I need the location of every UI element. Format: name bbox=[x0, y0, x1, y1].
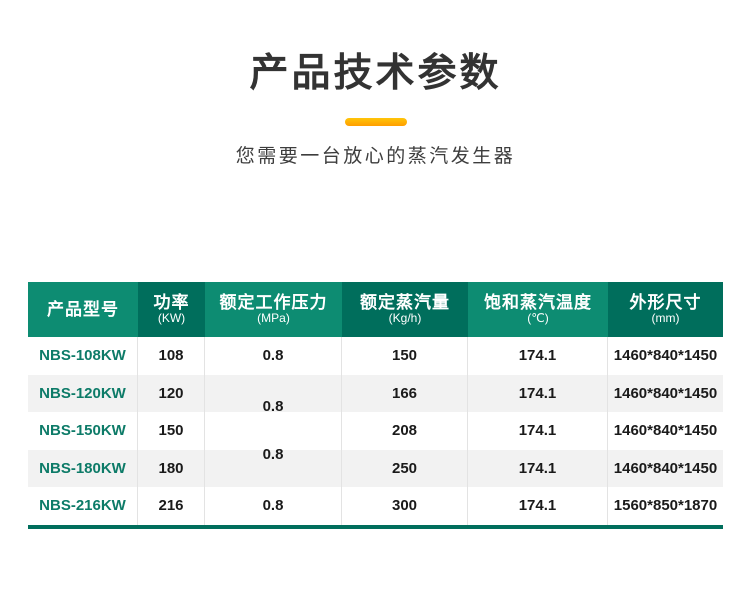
cell-temp: 174.1 bbox=[468, 449, 608, 487]
cell-temp: 174.1 bbox=[468, 487, 608, 525]
cell-steam: 300 bbox=[342, 487, 468, 525]
table-body: NBS-108KW 108 0.8 150 174.1 1460*840*145… bbox=[28, 337, 723, 525]
header-unit: (℃) bbox=[527, 311, 549, 326]
cell-pressure: 0.8 bbox=[205, 487, 342, 525]
header-label: 额定蒸汽量 bbox=[360, 292, 450, 312]
header-unit: (MPa) bbox=[257, 311, 290, 326]
table-row: NBS-108KW 108 0.8 150 174.1 1460*840*145… bbox=[28, 337, 723, 375]
page-subtitle: 您需要一台放心的蒸汽发生器 bbox=[235, 146, 516, 167]
cell-temp: 174.1 bbox=[468, 374, 608, 412]
cell-pressure: 0.8 bbox=[205, 374, 342, 415]
cell-model: NBS-120KW bbox=[28, 374, 138, 412]
cell-model: NBS-108KW bbox=[28, 337, 138, 375]
cell-model: NBS-216KW bbox=[28, 487, 138, 525]
header-unit: (KW) bbox=[157, 311, 186, 326]
cell-dims: 1460*840*1450 bbox=[613, 347, 718, 365]
cell-pressure: 0.8 bbox=[205, 337, 342, 375]
header-cell-pressure: 额定工作压力 (MPa) bbox=[205, 282, 342, 337]
cell-steam: 250 bbox=[342, 449, 468, 487]
cell-power: 180 bbox=[138, 449, 205, 487]
cell-temp: 174.1 bbox=[468, 412, 608, 450]
cell-power: 108 bbox=[138, 337, 205, 375]
header-label: 饱和蒸汽温度 bbox=[484, 292, 592, 312]
table-row: NBS-150KW 150 208 174.1 1460*840*1450 bbox=[28, 412, 723, 450]
header-cell-model: 产品型号 bbox=[28, 282, 138, 337]
table-row: NBS-180KW 180 0.8 250 174.1 1460*840*145… bbox=[28, 446, 723, 487]
cell-dims: 1560*850*1870 bbox=[613, 497, 718, 515]
cell-power: 216 bbox=[138, 487, 205, 525]
cell-pressure bbox=[205, 412, 342, 450]
cell-dims: 1460*840*1450 bbox=[613, 422, 718, 440]
cell-power: 120 bbox=[138, 374, 205, 412]
table-row: NBS-216KW 216 0.8 300 174.1 1560*850*187… bbox=[28, 487, 723, 525]
cell-power: 150 bbox=[138, 412, 205, 450]
cell-temp: 174.1 bbox=[468, 337, 608, 375]
header-label: 额定工作压力 bbox=[219, 292, 328, 312]
cell-model: NBS-180KW bbox=[28, 449, 138, 487]
cell-dims: 1460*840*1450 bbox=[613, 384, 718, 402]
cell-pressure: 0.8 bbox=[205, 446, 342, 487]
title-accent-bar bbox=[344, 118, 407, 126]
header-cell-steam: 额定蒸汽量 (Kg/h) bbox=[342, 282, 468, 337]
header-unit: (mm) bbox=[651, 311, 680, 326]
header-label: 产品型号 bbox=[47, 299, 119, 319]
header-label: 外形尺寸 bbox=[629, 292, 702, 312]
cell-model: NBS-150KW bbox=[28, 412, 138, 450]
header-label: 功率 bbox=[153, 292, 190, 312]
cell-steam: 150 bbox=[342, 337, 468, 375]
table-header-row: 产品型号 功率 (KW) 额定工作压力 (MPa) 额定蒸汽量 (Kg/h) 饱… bbox=[28, 282, 723, 337]
cell-steam: 208 bbox=[342, 412, 468, 450]
header-cell-temp: 饱和蒸汽温度 (℃) bbox=[468, 282, 608, 337]
table-row: NBS-120KW 120 0.8 166 174.1 1460*840*145… bbox=[28, 374, 723, 415]
spec-table: 产品型号 功率 (KW) 额定工作压力 (MPa) 额定蒸汽量 (Kg/h) 饱… bbox=[28, 282, 723, 529]
table-bottom-bar bbox=[28, 524, 723, 529]
header-unit: (Kg/h) bbox=[388, 311, 422, 326]
header-cell-dims: 外形尺寸 (mm) bbox=[608, 282, 723, 337]
cell-steam: 166 bbox=[342, 374, 468, 412]
cell-dims: 1460*840*1450 bbox=[613, 459, 718, 477]
header-cell-power: 功率 (KW) bbox=[138, 282, 205, 337]
page-title: 产品技术参数 bbox=[249, 52, 502, 95]
